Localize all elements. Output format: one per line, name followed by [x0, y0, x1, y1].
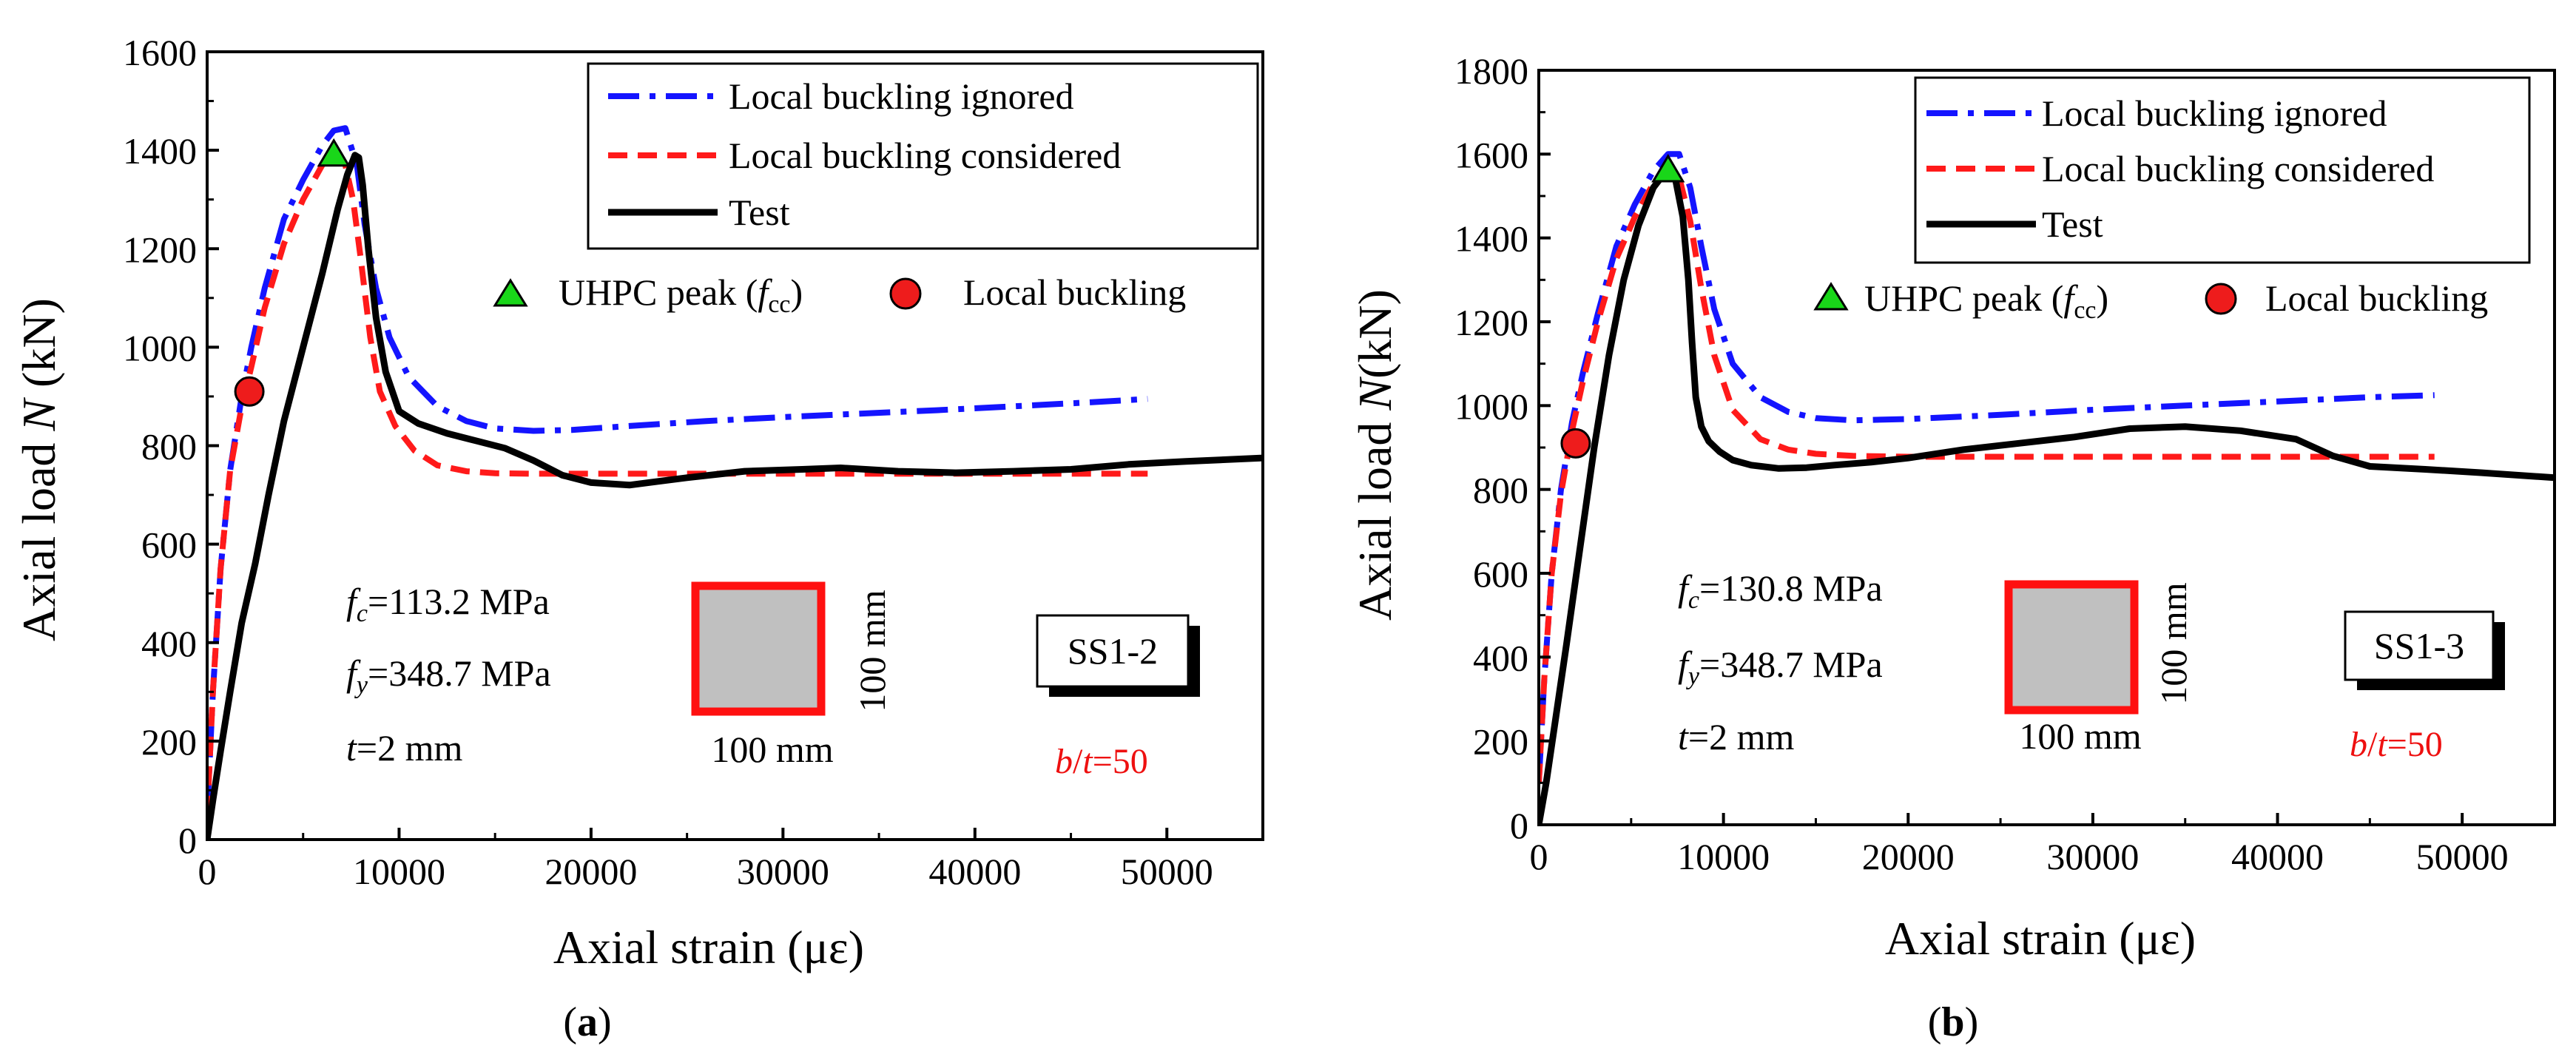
specimen-label: SS1-3: [2374, 625, 2464, 666]
x-tick-label: 0: [1530, 836, 1548, 877]
cross-section: 100 mm 100 mm: [691, 581, 893, 770]
chart-panel-b: 0 10000 20000 30000 40000 50000 0 200 400 600 800 1…: [1349, 50, 2556, 1045]
bt-ratio: b/t=50: [2350, 725, 2443, 764]
x-tick-label: 30000: [737, 851, 829, 892]
y-tick-label: 0: [1510, 805, 1528, 846]
section-width-label: 100 mm: [711, 729, 833, 770]
x-axis-title: Axial strain (με): [553, 921, 864, 973]
panel-label: (a): [563, 999, 611, 1045]
y-tick-label: 1800: [1454, 50, 1528, 92]
x-axis-title: Axial strain (με): [1885, 912, 2196, 965]
legend-label-considered: Local buckling considered: [2042, 148, 2434, 189]
legend-label-ignored: Local buckling ignored: [729, 75, 1074, 117]
buckling-legend-label: Local buckling: [963, 271, 1186, 313]
specimen-label: SS1-2: [1068, 630, 1158, 672]
buckling-legend-icon: [2205, 283, 2237, 315]
x-tick-label: 20000: [1862, 836, 1955, 877]
y-tick-label: 1000: [123, 327, 197, 368]
peak-legend-icon: [1813, 282, 1849, 311]
legend-label-test: Test: [2042, 203, 2103, 245]
buckling-legend-label: Local buckling: [2265, 277, 2488, 319]
y-tick-label: 1200: [1454, 302, 1528, 343]
legend-label-considered: Local buckling considered: [729, 135, 1121, 176]
marker-legend: UHPC peak (fcc) Local buckling: [1813, 277, 2488, 324]
legend: Local buckling ignored Local buckling co…: [1914, 76, 2531, 264]
peak-legend-label: UHPC peak (fcc): [1864, 277, 2108, 324]
series-line-ignored: [207, 125, 1148, 815]
axis-ticks: 0 10000 20000 30000 40000 50000 0 200 400 600 800 1…: [123, 32, 1213, 892]
uhpc-peak-marker: [317, 138, 351, 167]
specimen-box: SS1-2: [1036, 614, 1200, 697]
peak-legend-label: UHPC peak (fcc): [559, 271, 803, 318]
x-tick-label: 10000: [1677, 836, 1770, 877]
panel-label: (b): [1928, 999, 1978, 1045]
series-line-considered: [207, 152, 1148, 815]
fc-property: fc=113.2 MPa: [346, 581, 550, 627]
y-tick-label: 1200: [123, 229, 197, 270]
y-tick-label: 1000: [1454, 385, 1528, 427]
x-tick-label: 10000: [353, 851, 445, 892]
axis-ticks: 0 10000 20000 30000 40000 50000 0 200 400 600 800 1…: [1454, 50, 2509, 877]
y-tick-label: 1400: [123, 130, 197, 172]
legend-label-ignored: Local buckling ignored: [2042, 92, 2387, 134]
section-square: [691, 581, 826, 716]
peak-legend-icon: [493, 278, 528, 307]
y-tick-label: 400: [141, 623, 197, 664]
bt-ratio: b/t=50: [1055, 742, 1148, 781]
local-buckling-marker: [234, 376, 265, 407]
x-tick-label: 20000: [544, 851, 637, 892]
fy-property: fy=348.7 MPa: [346, 652, 551, 699]
y-axis-title: Axial load N(kN): [1349, 289, 1401, 621]
x-tick-label: 40000: [2231, 836, 2324, 877]
material-properties: fc=130.8 MPa fy=348.7 MPa t=2 mm: [1678, 567, 1883, 757]
plot-lines: [207, 125, 1263, 840]
y-tick-label: 400: [1473, 637, 1528, 678]
x-tick-label: 30000: [2046, 836, 2139, 877]
t-property: t=2 mm: [1678, 716, 1794, 757]
marker-legend: UHPC peak (fcc) Local buckling: [493, 271, 1186, 318]
uhpc-peak-marker: [1651, 154, 1685, 183]
y-tick-label: 600: [1473, 553, 1528, 595]
y-axis-title: Axial load N (kN): [13, 298, 65, 641]
series-line-ignored: [1539, 151, 2435, 783]
section-width-label: 100 mm: [2019, 715, 2141, 757]
x-tick-label: 40000: [928, 851, 1021, 892]
x-tick-label: 50000: [1121, 851, 1213, 892]
series-line-considered: [1539, 168, 2435, 783]
y-tick-label: 600: [141, 524, 197, 566]
y-tick-label: 800: [141, 426, 197, 467]
fc-property: fc=130.8 MPa: [1678, 567, 1883, 614]
specimen-box: SS1-3: [2344, 610, 2505, 690]
buckling-legend-icon: [889, 277, 922, 310]
y-tick-label: 800: [1473, 470, 1528, 511]
section-square: [2004, 580, 2139, 715]
legend: Local buckling ignored Local buckling co…: [587, 62, 1259, 250]
local-buckling-marker: [1560, 428, 1591, 459]
series-line-test: [207, 152, 1263, 840]
legend-label-test: Test: [729, 192, 790, 233]
section-height-label: 100 mm: [852, 590, 893, 712]
chart-panel-a: 0 10000 20000 30000 40000 50000 0 200 400 600 800 1…: [13, 32, 1264, 1045]
t-property: t=2 mm: [346, 727, 462, 769]
section-height-label: 100 mm: [2153, 582, 2194, 704]
y-tick-label: 1600: [123, 32, 197, 73]
y-tick-label: 1400: [1454, 218, 1528, 260]
y-tick-label: 1600: [1454, 134, 1528, 175]
cross-section: 100 mm 100 mm: [2004, 580, 2194, 757]
y-tick-label: 200: [141, 721, 197, 763]
x-tick-label: 50000: [2416, 836, 2509, 877]
plot-lines: [1539, 151, 2555, 825]
fy-property: fy=348.7 MPa: [1678, 644, 1883, 690]
y-tick-label: 200: [1473, 721, 1528, 763]
y-tick-label: 0: [178, 820, 197, 861]
x-tick-label: 0: [198, 851, 217, 892]
series-line-test: [1539, 167, 2555, 825]
material-properties: fc=113.2 MPa fy=348.7 MPa t=2 mm: [346, 581, 551, 769]
